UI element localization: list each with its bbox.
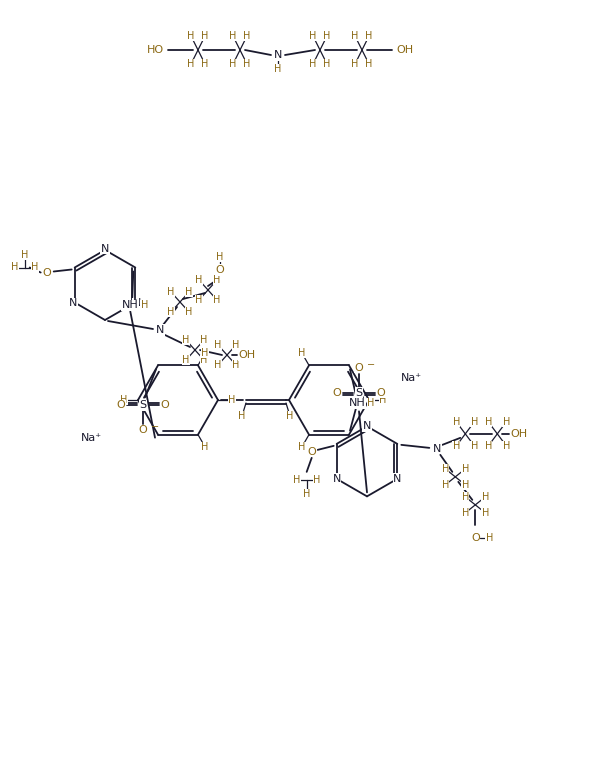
Text: H: H [485, 417, 492, 427]
Text: N: N [132, 298, 141, 308]
Text: H: H [485, 441, 492, 451]
Text: N: N [274, 50, 282, 60]
Text: H: H [365, 59, 373, 69]
Text: H: H [367, 398, 375, 409]
Text: OH: OH [397, 45, 413, 55]
Text: H: H [185, 287, 192, 297]
Text: H: H [462, 508, 469, 518]
Text: H: H [201, 348, 208, 358]
Text: H: H [470, 441, 478, 451]
Text: H: H [309, 59, 317, 69]
Text: H: H [201, 442, 208, 452]
Text: S: S [140, 400, 146, 410]
Text: N: N [69, 298, 77, 308]
Text: H: H [309, 31, 317, 41]
Text: H: H [167, 307, 175, 317]
Text: H: H [182, 355, 189, 365]
Text: H: H [121, 395, 128, 405]
Text: H: H [462, 480, 469, 490]
Text: H: H [351, 59, 359, 69]
Text: H: H [188, 31, 195, 41]
Text: O: O [117, 400, 125, 410]
Text: H: H [462, 464, 469, 474]
Text: H: H [274, 64, 282, 74]
Text: HO: HO [146, 45, 164, 55]
Text: H: H [453, 417, 460, 427]
Text: H: H [200, 355, 208, 365]
Text: H: H [313, 475, 320, 485]
Text: NH: NH [349, 398, 365, 409]
Text: H: H [323, 31, 331, 41]
Text: H: H [482, 492, 489, 502]
Text: H: H [244, 59, 251, 69]
Text: H: H [201, 59, 208, 69]
Text: H: H [182, 335, 189, 345]
Text: H: H [239, 411, 245, 421]
Text: H: H [351, 31, 359, 41]
Text: OH: OH [510, 429, 528, 439]
Text: Na⁺: Na⁺ [400, 373, 421, 383]
Text: H: H [486, 533, 493, 543]
Text: H: H [442, 480, 449, 490]
Text: N: N [433, 444, 442, 454]
Text: O: O [161, 400, 169, 410]
Text: O: O [355, 363, 363, 373]
Text: H: H [213, 295, 221, 305]
Text: O: O [333, 387, 341, 397]
Text: H: H [379, 395, 387, 405]
Text: N: N [393, 474, 402, 484]
Text: H: H [232, 340, 240, 350]
Text: H: H [229, 59, 237, 69]
Text: O: O [216, 265, 224, 275]
Text: H: H [232, 360, 240, 370]
Text: H: H [442, 464, 449, 474]
Text: H: H [482, 508, 489, 518]
Text: H: H [188, 59, 195, 69]
Text: N: N [101, 244, 109, 254]
Text: H: H [200, 335, 208, 345]
Text: H: H [453, 441, 460, 451]
Text: H: H [216, 252, 224, 262]
Text: H: H [365, 31, 373, 41]
Text: −: − [367, 360, 375, 370]
Text: N: N [333, 474, 341, 484]
Text: O: O [471, 533, 480, 543]
Text: OH: OH [239, 350, 256, 360]
Text: H: H [213, 275, 221, 285]
Text: O: O [308, 447, 316, 457]
Text: Na⁺: Na⁺ [81, 433, 101, 443]
Text: H: H [323, 59, 331, 69]
Text: H: H [185, 307, 192, 317]
Text: H: H [214, 340, 221, 350]
Text: H: H [229, 31, 237, 41]
Text: H: H [298, 348, 306, 358]
Text: H: H [196, 295, 203, 305]
Text: H: H [298, 442, 306, 452]
Text: H: H [303, 489, 311, 499]
Text: H: H [31, 263, 38, 273]
Text: H: H [502, 417, 510, 427]
Text: H: H [196, 275, 203, 285]
Text: H: H [287, 411, 294, 421]
Text: N: N [363, 422, 371, 432]
Text: H: H [11, 263, 18, 273]
Text: H: H [502, 441, 510, 451]
Text: O: O [376, 387, 386, 397]
Text: H: H [214, 360, 221, 370]
Text: H: H [462, 492, 469, 502]
Text: H: H [228, 395, 236, 405]
Text: NH: NH [122, 300, 139, 310]
Text: H: H [293, 475, 300, 485]
Text: −: − [151, 422, 159, 432]
Text: H: H [201, 31, 208, 41]
Text: H: H [244, 31, 251, 41]
Text: H: H [141, 300, 148, 310]
Text: O: O [138, 426, 148, 435]
Text: H: H [167, 287, 175, 297]
Text: O: O [42, 267, 51, 277]
Text: H: H [470, 417, 478, 427]
Text: H: H [21, 250, 28, 260]
Text: S: S [355, 387, 363, 397]
Text: N: N [156, 325, 164, 335]
